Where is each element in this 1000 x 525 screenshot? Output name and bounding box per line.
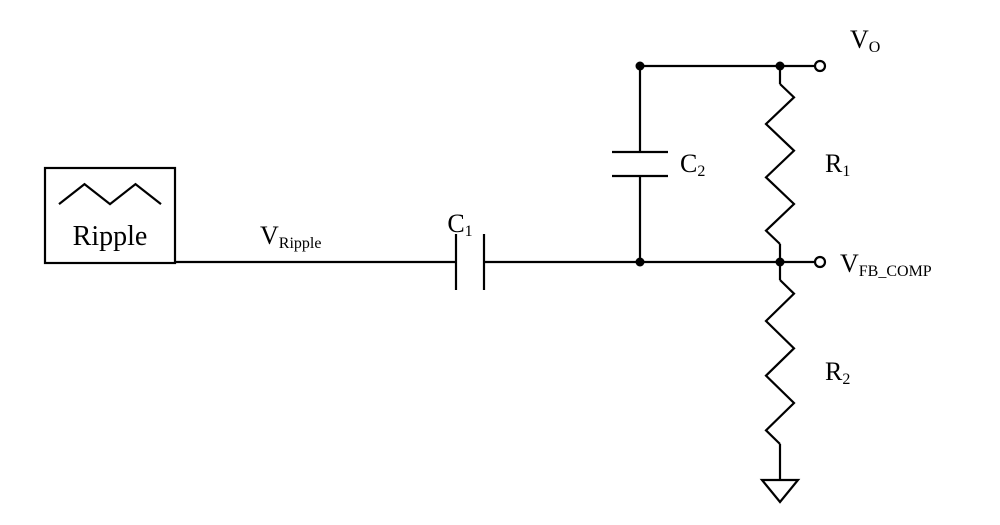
node-top-left [636, 62, 645, 71]
terminal-vo [815, 61, 825, 71]
terminal-vfb [815, 257, 825, 267]
label-c2: C2 [680, 149, 705, 180]
label-vfb: VFB_COMP [840, 249, 932, 280]
ripple-wave-icon [59, 184, 161, 204]
label-vripple: VRipple [260, 221, 321, 252]
resistor [766, 280, 794, 444]
node-mid-left [636, 258, 645, 267]
resistor [766, 84, 794, 244]
ripple-box-label: Ripple [73, 221, 148, 252]
label-r1: R1 [825, 149, 850, 180]
label-vo: VO [850, 25, 880, 56]
circuit-diagram: Ripple VRipple C1 C2 R1 R2 VO VFB_COMP [0, 0, 1000, 525]
ground-icon [762, 480, 798, 502]
label-c1: C1 [447, 209, 472, 240]
label-r2: R2 [825, 357, 850, 388]
